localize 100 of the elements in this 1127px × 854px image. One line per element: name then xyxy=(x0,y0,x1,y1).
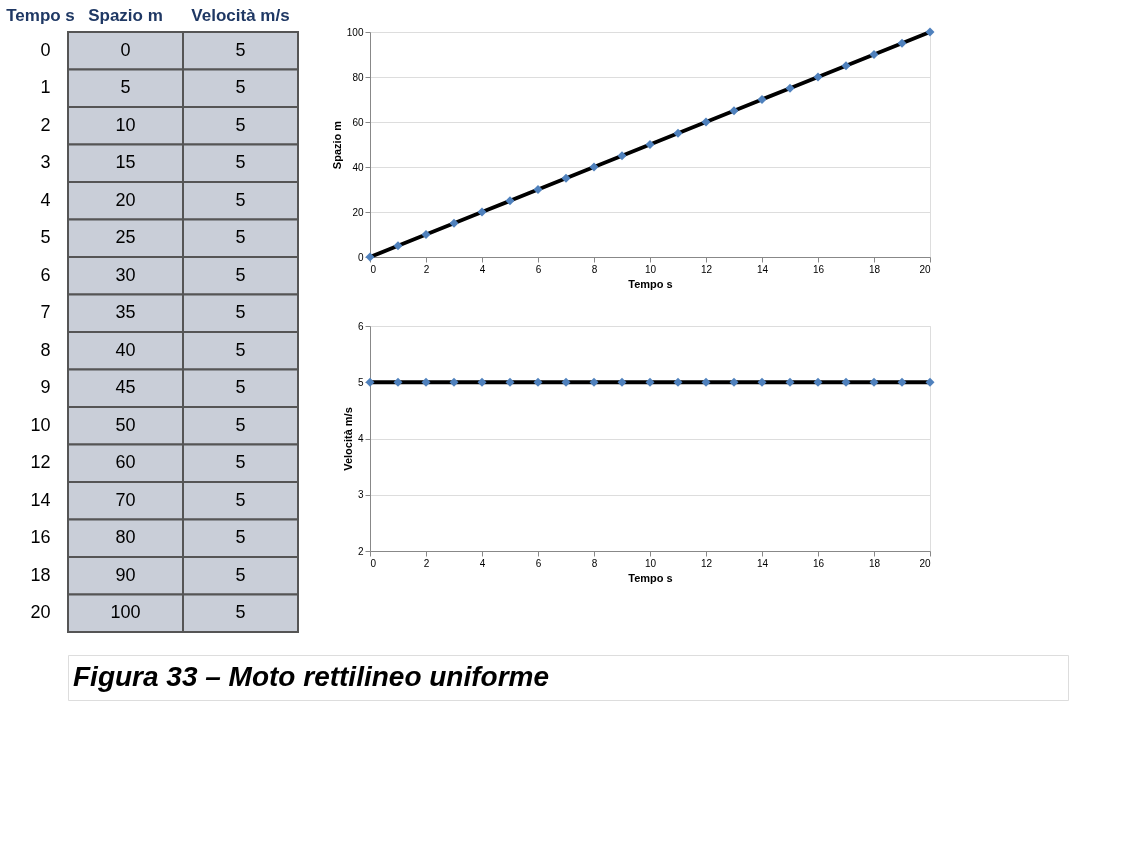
point xyxy=(925,27,935,37)
x-tick-label: 14 xyxy=(756,557,769,569)
x-tick-label: 4 xyxy=(479,557,486,569)
y-tick-label: 6 xyxy=(357,320,364,332)
y-axis-title: Spazio m xyxy=(330,120,343,170)
data-label: 60 xyxy=(115,452,136,473)
data-label: 30 xyxy=(115,264,136,285)
y-tick-label: 4 xyxy=(40,189,51,210)
y-tick-label: 80 xyxy=(352,71,364,83)
y-tick-label: 20 xyxy=(352,206,364,218)
y-tick-label: 0 xyxy=(357,251,364,263)
y-tick-label: 7 xyxy=(40,302,51,323)
x-tick-label: 2 xyxy=(423,263,430,275)
x-axis-title: Tempo s xyxy=(628,571,673,584)
data-label: 5 xyxy=(235,527,246,548)
data-label: 5 xyxy=(235,264,246,285)
data-label: 45 xyxy=(115,377,136,398)
x-tick-label: 20 xyxy=(919,263,931,275)
data-label: 20 xyxy=(115,189,136,210)
y-tick-label: 2 xyxy=(357,545,364,557)
data-label: 5 xyxy=(235,452,246,473)
data-label: 80 xyxy=(115,527,136,548)
y-tick-label: 9 xyxy=(40,377,51,398)
data-label: 5 xyxy=(235,489,246,510)
text: Figura 33 – Moto rettilineo uniforme xyxy=(73,660,550,692)
point xyxy=(673,128,683,138)
data-label: 40 xyxy=(115,339,136,360)
x-tick-label: 0 xyxy=(370,263,377,275)
y-tick-label: 5 xyxy=(40,227,51,248)
x-tick-label: 16 xyxy=(812,557,825,569)
y-tick-label: 3 xyxy=(357,489,364,501)
point xyxy=(449,218,459,228)
x-tick-label: 16 xyxy=(812,263,825,275)
x-tick-label: 12 xyxy=(700,557,713,569)
point xyxy=(729,106,739,116)
point xyxy=(393,241,403,251)
x-tick-label: 10 xyxy=(644,557,657,569)
y-tick-label: 12 xyxy=(30,452,51,473)
point xyxy=(841,61,851,71)
y-tick-label: 3 xyxy=(40,152,51,173)
data-label: 90 xyxy=(115,564,136,585)
point xyxy=(701,117,711,127)
x-tick-label: 14 xyxy=(756,263,769,275)
point xyxy=(561,173,571,183)
y-tick-label: 100 xyxy=(346,26,364,38)
data-label: 5 xyxy=(235,189,246,210)
x-tick-label: 4 xyxy=(479,263,486,275)
data-label: 5 xyxy=(120,77,131,98)
data-label: 5 xyxy=(235,414,246,435)
y-tick-label: 5 xyxy=(357,376,364,388)
y-tick-label: 0 xyxy=(40,39,51,60)
y-tick-label: 10 xyxy=(30,414,51,435)
data-label: 5 xyxy=(235,339,246,360)
data-label: 5 xyxy=(235,564,246,585)
data-label: 5 xyxy=(235,302,246,323)
data-label: 5 xyxy=(235,602,246,623)
point xyxy=(617,151,627,161)
y-tick-label: 40 xyxy=(352,161,364,173)
y-tick-label: 8 xyxy=(40,339,51,360)
data-label: 70 xyxy=(115,489,136,510)
y-tick-label: 16 xyxy=(30,527,51,548)
x-tick-label: 0 xyxy=(370,557,377,569)
x-tick-label: 18 xyxy=(868,263,881,275)
point xyxy=(477,207,487,217)
y-axis-title: Velocità m/s xyxy=(341,407,354,471)
point xyxy=(813,72,823,82)
x-tick-label: 12 xyxy=(700,263,713,275)
data-label: 5 xyxy=(235,152,246,173)
point xyxy=(785,83,795,93)
data-label: 5 xyxy=(235,227,246,248)
x-tick-label: 2 xyxy=(423,557,430,569)
y-tick-label: 2 xyxy=(40,114,51,135)
x-tick-label: 20 xyxy=(919,557,931,569)
x-tick-label: 10 xyxy=(644,263,657,275)
y-tick-label: 14 xyxy=(30,489,51,510)
data-label: 35 xyxy=(115,302,136,323)
data-label: 5 xyxy=(235,77,246,98)
point xyxy=(505,196,515,206)
x-tick-label: 8 xyxy=(591,263,598,275)
y-axis-title: Tempo s xyxy=(6,5,75,25)
data-label: 5 xyxy=(235,114,246,135)
y-tick-label: 4 xyxy=(357,433,364,444)
data-label: 0 xyxy=(120,39,131,60)
data-label: 50 xyxy=(115,414,136,435)
data-label: 10 xyxy=(115,114,136,135)
y-tick-label: 60 xyxy=(352,116,364,128)
x-axis-title: Tempo s xyxy=(628,277,673,290)
y-tick-label: 1 xyxy=(40,77,51,98)
data-label: 15 xyxy=(115,152,136,173)
x-tick-label: 8 xyxy=(591,557,598,569)
y-tick-label: 20 xyxy=(30,602,51,623)
data-label: 25 xyxy=(115,227,136,248)
x-tick-label: 18 xyxy=(868,557,881,569)
data-label: 100 xyxy=(110,602,141,623)
point xyxy=(897,38,907,48)
x-tick-label: 6 xyxy=(535,263,542,275)
x-tick-label: 6 xyxy=(535,557,542,569)
data-label: 5 xyxy=(235,377,246,398)
data-label: 5 xyxy=(235,39,246,60)
point xyxy=(589,162,599,172)
